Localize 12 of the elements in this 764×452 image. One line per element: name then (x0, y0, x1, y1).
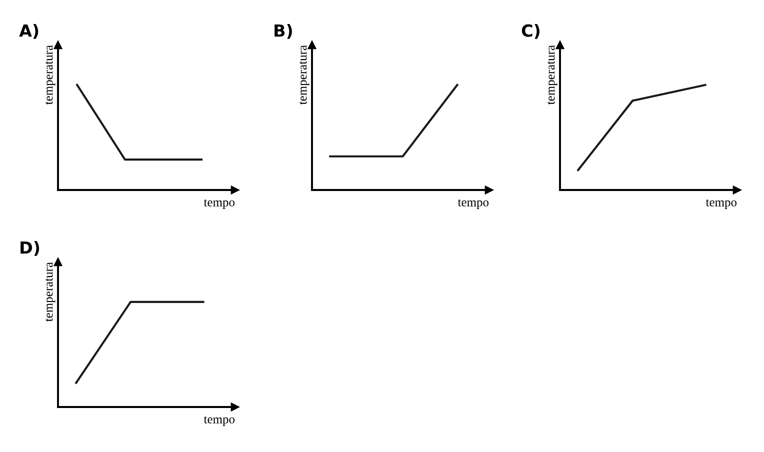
y-axis-title: temperatura (548, 45, 558, 105)
x-axis-title: tempo (204, 416, 235, 426)
x-axis-title: tempo (706, 199, 737, 209)
chart-title: A) (19, 24, 38, 39)
x-axis-title: tempo (204, 199, 235, 209)
chart-title: D) (20, 241, 40, 256)
y-axis-title: temperatura (46, 262, 56, 322)
y-axis-title: temperatura (46, 45, 56, 105)
y-axis-title: temperatura (300, 45, 310, 105)
chart-title: B) (274, 24, 292, 39)
chart-title: C) (522, 24, 540, 39)
x-axis-title: tempo (458, 199, 489, 209)
